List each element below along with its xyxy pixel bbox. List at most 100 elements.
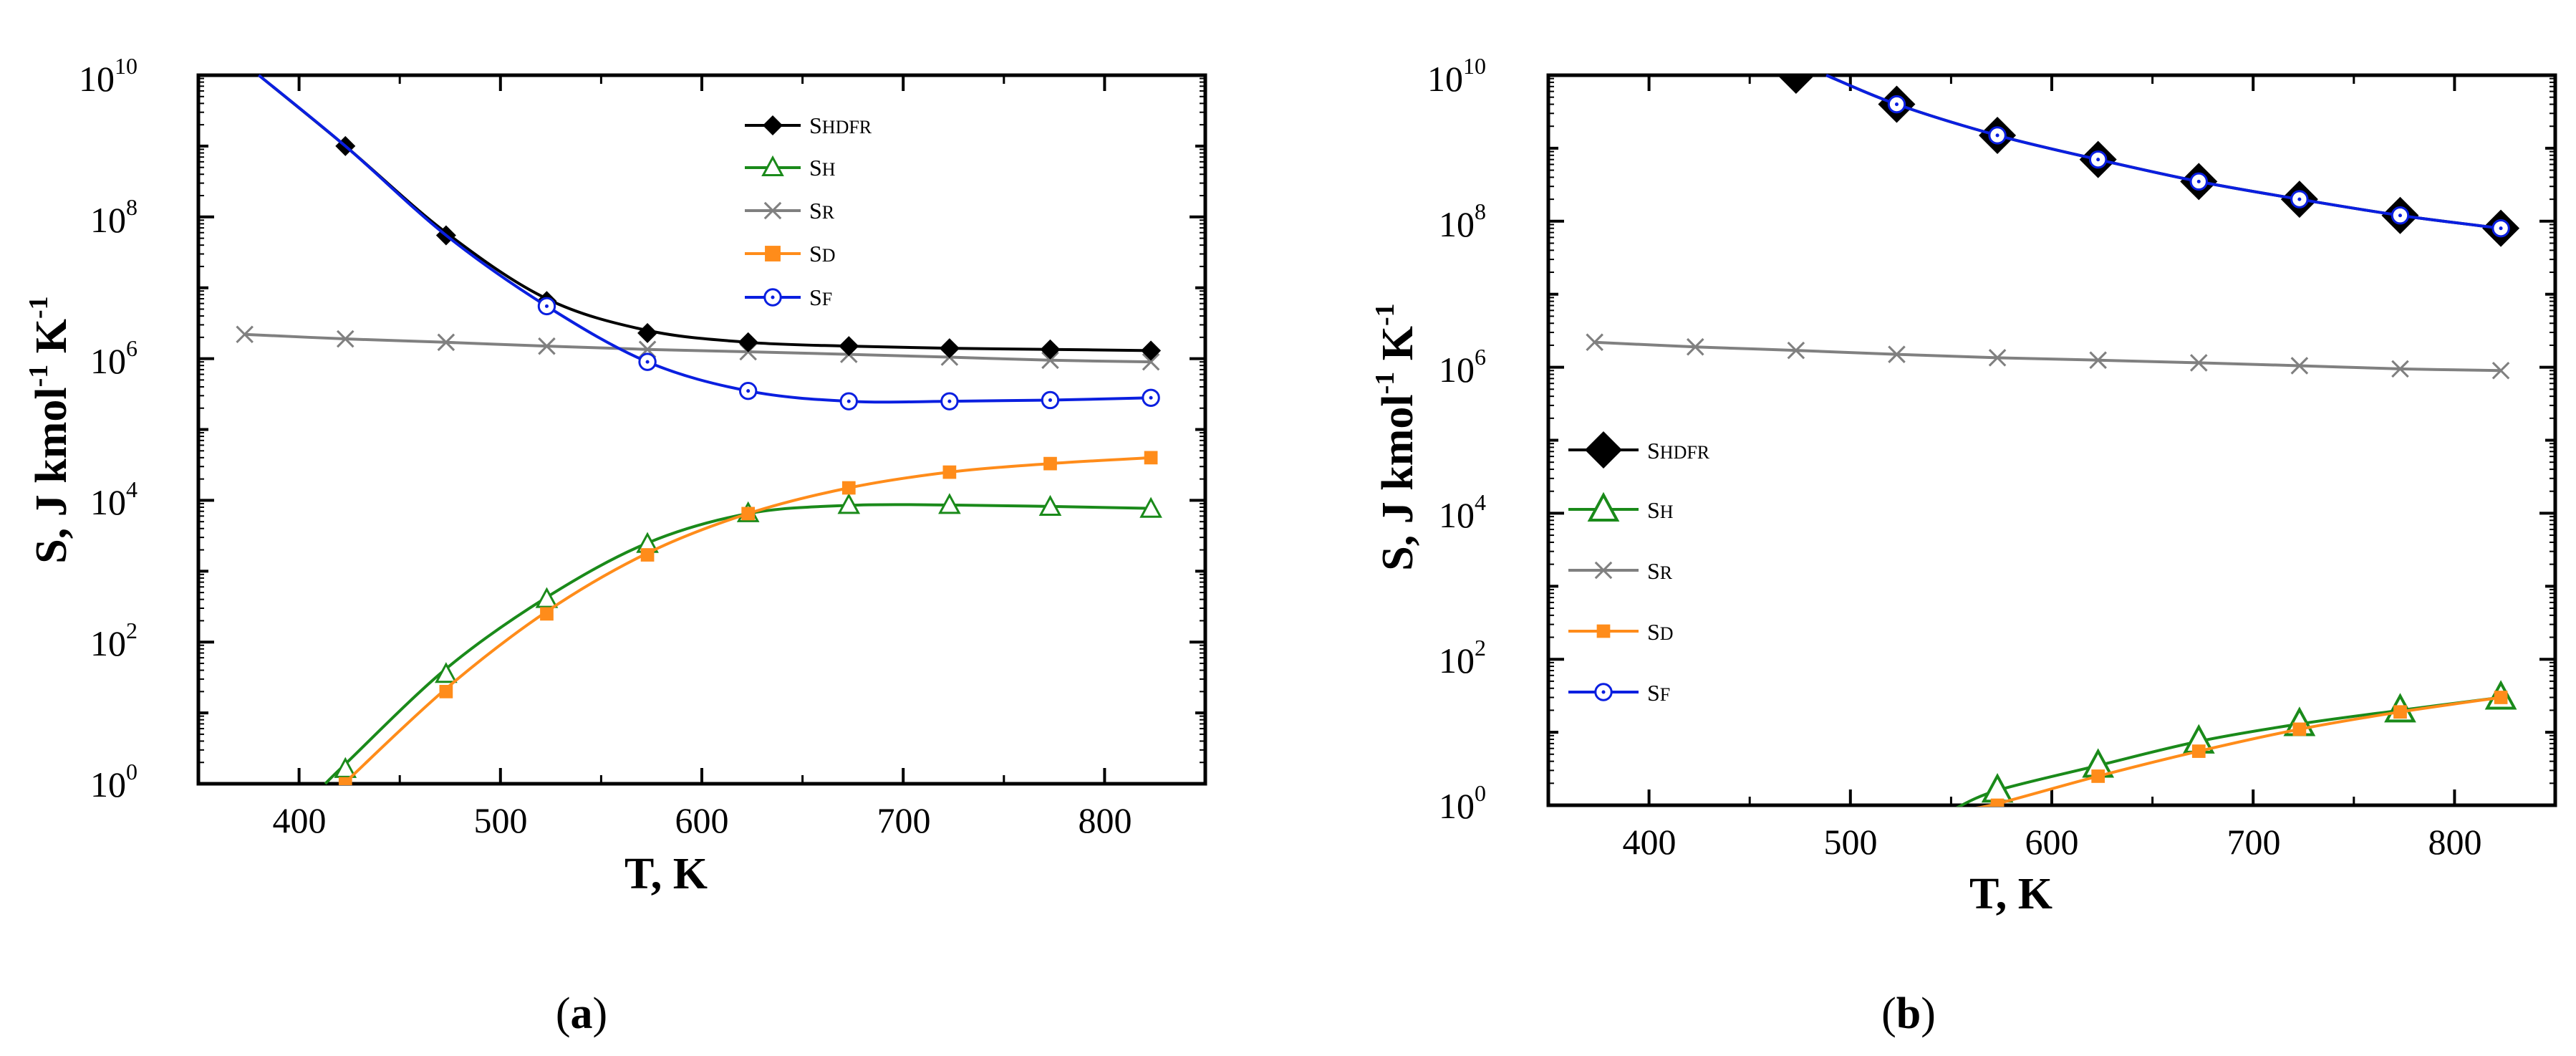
data-point-sf-center [1048,398,1052,402]
series-sh [1955,680,2517,807]
data-point-shdfr [1141,340,1162,361]
legend-label: SR [809,198,835,224]
legend-sample [745,155,801,176]
data-point-sh [435,662,458,683]
data-point-sd [1043,456,1057,471]
legend-marker-sf-center [1601,690,1606,694]
data-point-sh [1038,494,1062,516]
chart-panel-b: 100 102 104 106 108 1010 400 500 600 700… [1370,53,2557,1038]
y-axis-label: S, J kmol-1 K-1 [1370,303,1422,570]
data-point-sr [2189,354,2208,372]
data-point-sf-center [2499,226,2503,231]
legend: SHDFR SH SR SD SF [1568,431,1710,706]
x-tick-label: 800 [1079,800,1132,840]
y-tick-label: 108 [1439,198,1486,244]
y-tick-label: 106 [90,335,138,381]
legend-label: SH [1647,497,1674,523]
data-point-sf-center [746,389,751,393]
legend-sample [1568,683,1639,701]
data-point-sf-center [645,360,650,364]
y-tick-label: 100 [90,759,138,805]
legend-marker-shdfr [763,115,783,135]
data-point-sr [1787,341,1805,360]
series-sd [1975,691,2508,807]
data-point-sd [2393,705,2407,719]
legend-label: SD [1647,619,1674,645]
data-point-sf-center [1894,102,1899,107]
x-tick-label: 800 [2428,822,2482,862]
legend-sample [745,246,801,261]
data-point-sf-center [1995,133,1999,138]
x-tick-label: 600 [675,800,729,840]
y-tick-label: 102 [90,618,138,663]
legend-label: SHDFR [809,112,872,138]
data-point-sf-center [846,399,851,403]
series-line-sf [1825,74,2502,230]
data-point-sr [437,333,455,352]
axis-ticks [197,74,1207,785]
series-sf [258,74,1160,411]
data-point-sh [334,757,357,778]
data-point-sd [741,507,756,521]
x-tick-label: 400 [1623,822,1677,862]
legend-sample [1568,561,1639,580]
data-point-sh [1139,496,1162,518]
series-sf [1825,74,2510,238]
plot-area [1586,74,2520,807]
x-tick-label: 500 [474,800,528,840]
data-point-sh [535,587,559,608]
data-point-shdfr [1777,74,1815,94]
data-point-sr [336,330,354,348]
legend-marker-sd [765,246,781,261]
data-point-sd [942,465,957,479]
data-point-sr [1888,345,1906,363]
panel-caption: (b) [1881,989,1936,1038]
legend: SHDFR SH SR SD SF [745,112,872,310]
data-point-shdfr [1040,339,1061,360]
data-point-sf-center [2297,197,2302,201]
data-point-sd [640,548,655,562]
chart-panel-a: 100 102 104 106 108 1010 400 500 600 700… [24,53,1207,1038]
legend-label: SF [1647,680,1670,706]
y-tick-label: 104 [1439,489,1486,535]
data-point-sd [2292,722,2307,736]
data-point-sd [2494,691,2508,704]
legend-label: SF [809,284,832,310]
data-point-sh [938,493,961,514]
data-point-sf-center [947,399,952,403]
y-tick-label: 1010 [79,53,138,99]
series-line-sr [1594,340,2502,373]
data-point-sr [538,337,556,355]
x-tick-labels: 400 500 600 700 800 [1623,822,2482,862]
legend-marker-sf-center [771,295,775,299]
legend-marker-sh [1587,491,1620,522]
series-line-sr [244,332,1152,364]
legend-marker-sr [763,201,782,220]
data-point-sf-center [1149,395,1153,400]
y-tick-label: 106 [1439,344,1486,390]
data-point-sf-center [2196,179,2201,183]
x-tick-label: 600 [2025,822,2079,862]
data-point-sr [2491,361,2510,380]
y-tick-labels: 100 102 104 106 108 1010 [1427,53,1486,826]
data-point-sh [837,493,861,514]
data-point-sf-center [2096,158,2100,162]
panel-caption: (a) [556,989,607,1038]
legend-sample [745,201,801,220]
legend-sample [1568,624,1639,638]
data-point-sd [2191,744,2206,758]
legend-marker-sd [1596,624,1611,638]
legend-label: SR [1647,558,1673,584]
data-point-shdfr [839,336,859,357]
legend-marker-shdfr [1585,431,1622,469]
data-point-sr [1586,333,1603,351]
data-point-sr [1686,337,1704,356]
legend-marker-sr [1594,561,1613,580]
legend-label: SH [809,155,836,181]
x-axis-label: T, K [1969,870,2052,918]
data-point-sr [1988,349,2007,367]
data-point-sr [2391,360,2409,378]
data-point-sr [236,325,254,344]
data-point-sr [2290,357,2309,375]
x-tick-label: 500 [1824,822,1878,862]
